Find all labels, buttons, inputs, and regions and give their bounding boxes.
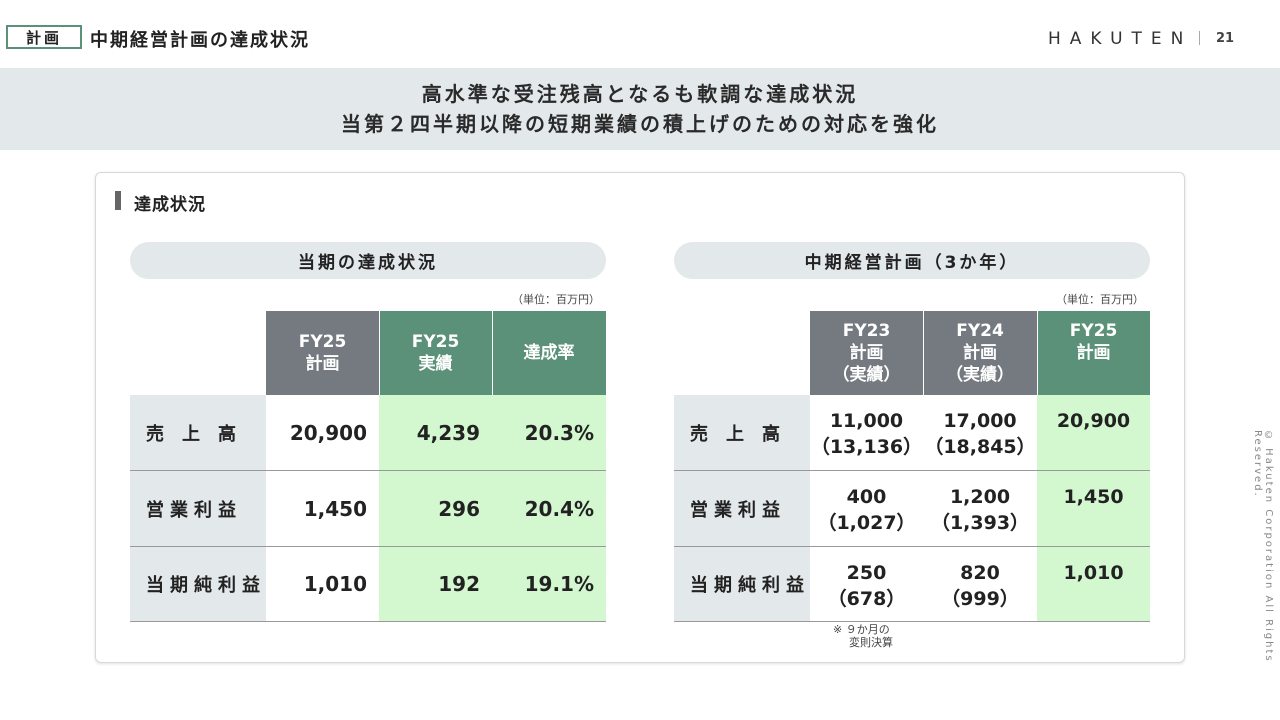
header-line: 計画 — [305, 354, 340, 374]
row-divider — [130, 470, 606, 471]
cell-fy25: 1,450 — [1037, 471, 1150, 546]
actual-value: （1,393） — [930, 512, 1030, 534]
header-line: 実績 — [418, 354, 453, 374]
page-title: 中期経営計画の達成状況 — [90, 30, 310, 51]
cell-fy24: 820 （999） — [923, 547, 1037, 621]
header-line: FY24 — [956, 321, 1004, 341]
right-header-fy24: FY24 計画 （実績） — [923, 311, 1037, 395]
left-table-unit: （単位：百万円） — [512, 293, 600, 306]
left-header-fy25-actual: FY25 実績 — [379, 311, 492, 395]
banner-line-2: 当第２四半期以降の短期業績の積上げのための対応を強化 — [341, 112, 939, 136]
cell-rate: 20.3% — [492, 395, 606, 470]
summary-banner: 高水準な受注残高となるも軟調な達成状況 当第２四半期以降の短期業績の積上げのため… — [0, 68, 1280, 150]
cell-actual: 192 — [379, 547, 492, 621]
actual-value: （1,027） — [817, 512, 916, 534]
header-line: （実績） — [832, 365, 901, 385]
copyright-notice: © Hakuten Corporation All Rights Reserve… — [1252, 430, 1274, 663]
header-divider — [1199, 31, 1200, 45]
header-divider — [1037, 311, 1038, 395]
header-divider — [923, 311, 924, 395]
plan-value: 11,000 — [829, 410, 904, 432]
plan-value: 20,900 — [1056, 410, 1131, 432]
header-line: 達成率 — [523, 343, 575, 363]
plan-value: 820 — [960, 562, 1000, 584]
cell-fy23: 250 （678） — [810, 547, 923, 621]
row-label-sales: 売 上 高 — [130, 395, 266, 470]
actual-value: （13,136） — [810, 436, 923, 458]
right-header-fy25: FY25 計画 — [1037, 311, 1150, 395]
cell-fy25: 20,900 — [1037, 395, 1150, 470]
actual-value: （18,845） — [924, 436, 1036, 458]
cell-fy23: 11,000 （13,136） — [810, 395, 923, 470]
row-divider — [674, 621, 1150, 622]
cell-actual: 296 — [379, 471, 492, 546]
plan-value: 250 — [846, 562, 887, 584]
header-divider — [492, 311, 493, 395]
actual-value: （678） — [827, 588, 906, 610]
header-line: FY25 — [411, 332, 460, 352]
section-title: 達成状況 — [134, 195, 206, 215]
section-marker — [115, 191, 121, 210]
cell-plan: 1,010 — [303, 572, 367, 596]
cell-rate: 19.1% — [492, 547, 606, 621]
left-header-rate: 達成率 — [492, 311, 606, 395]
cell-fy25: 1,010 — [1037, 547, 1150, 621]
row-divider — [130, 546, 606, 547]
right-header-fy23: FY23 計画 （実績） — [810, 311, 923, 395]
right-table-unit: （単位：百万円） — [1056, 293, 1144, 306]
cell-fy24: 1,200 （1,393） — [923, 471, 1037, 546]
plan-value: 400 — [846, 486, 887, 508]
banner-line-1: 高水準な受注残高となるも軟調な達成状況 — [421, 82, 859, 106]
header-line: （実績） — [946, 365, 1014, 385]
header-line: 計画 — [963, 343, 997, 363]
actual-value: （999） — [941, 588, 1019, 610]
cell-rate: 20.4% — [492, 471, 606, 546]
header-line: FY25 — [298, 332, 347, 352]
row-label-net-income: 当期純利益 — [674, 547, 810, 621]
footnote-line: ※ ９か月の — [833, 623, 890, 636]
page-number: 21 — [1216, 31, 1235, 46]
company-logo: HAKUTEN — [1048, 29, 1193, 49]
plan-value: 1,010 — [1063, 562, 1124, 584]
row-label-operating-profit: 営業利益 — [130, 471, 266, 546]
row-divider — [674, 546, 1150, 547]
cell-plan: 20,900 — [289, 420, 367, 445]
plan-value: 1,200 — [949, 486, 1011, 508]
header-divider — [379, 311, 380, 395]
row-divider — [130, 621, 606, 622]
cell-fy24: 17,000 （18,845） — [923, 395, 1037, 470]
cell-actual: 4,239 — [379, 395, 492, 470]
footnote: ※ ９か月の 変則決算 — [833, 623, 893, 649]
row-label-operating-profit: 営業利益 — [674, 471, 810, 546]
cell-fy23: 400 （1,027） — [810, 471, 923, 546]
row-label-sales: 売 上 高 — [674, 395, 810, 470]
header-line: FY23 — [842, 321, 891, 341]
row-label-net-income: 当期純利益 — [130, 547, 266, 621]
plan-value: 1,450 — [1063, 486, 1124, 508]
row-divider — [674, 470, 1150, 471]
header-line: FY25 — [1069, 321, 1118, 341]
left-table-title: 当期の達成状況 — [130, 242, 606, 279]
plan-value: 17,000 — [943, 410, 1017, 432]
header-line: 計画 — [1076, 343, 1111, 363]
left-header-fy25-plan: FY25 計画 — [266, 311, 379, 395]
header-line: 計画 — [849, 343, 884, 363]
category-tag: 計画 — [6, 25, 82, 49]
cell-plan: 1,450 — [303, 496, 367, 521]
right-table-title: 中期経営計画（3か年） — [674, 242, 1150, 279]
footnote-line: 変則決算 — [849, 636, 893, 649]
